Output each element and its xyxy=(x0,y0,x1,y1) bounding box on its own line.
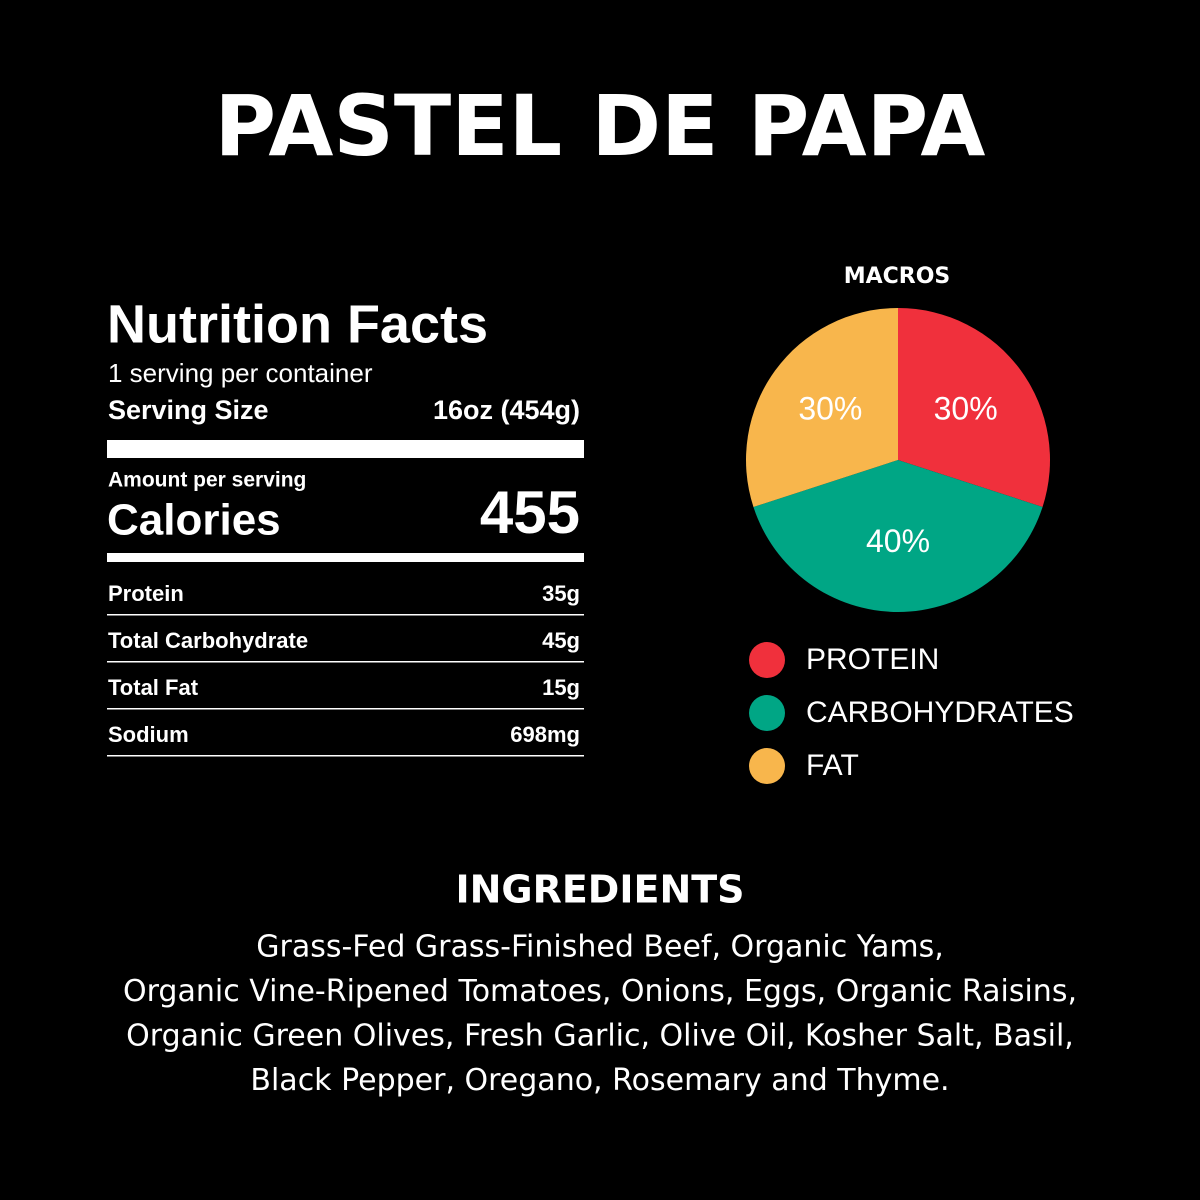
legend-swatch xyxy=(749,642,785,678)
ingredients-line: Organic Vine-Ripened Tomatoes, Onions, E… xyxy=(123,974,1077,1009)
pie-slice xyxy=(746,308,898,507)
row-divider xyxy=(107,755,584,757)
divider xyxy=(107,440,584,458)
legend-swatch xyxy=(749,748,785,784)
ingredients-title: INGREDIENTS xyxy=(455,868,744,912)
nutrient-amount: 15g xyxy=(542,675,580,700)
pie-slice xyxy=(753,460,1043,612)
ingredients-line: Black Pepper, Oregano, Rosemary and Thym… xyxy=(250,1063,949,1098)
legend-label: PROTEIN xyxy=(806,643,939,676)
servings: 1 serving per container xyxy=(108,358,373,388)
ingredients-line: Grass-Fed Grass-Finished Beef, Organic Y… xyxy=(256,930,944,965)
nutrient-amount: 698mg xyxy=(510,722,580,747)
legend-label: FAT xyxy=(806,749,859,782)
nutrient-name: Protein xyxy=(108,581,184,606)
nutrition-title: Nutrition Facts xyxy=(107,294,488,354)
title: PASTEL DE PAPA xyxy=(215,77,986,175)
nutrient-name: Total Fat xyxy=(108,675,199,700)
chart-title: MACROS xyxy=(844,264,951,289)
slice-label: 40% xyxy=(866,523,930,559)
slice-label: 30% xyxy=(798,390,862,426)
pie: 30% 40% 30% xyxy=(746,308,1050,612)
serving-size-label: Serving Size xyxy=(108,395,269,425)
legend: PROTEIN CARBOHYDRATES FAT xyxy=(749,642,1074,784)
nutrient-amount: 35g xyxy=(542,581,580,606)
row-divider xyxy=(107,708,584,710)
slice-label: 30% xyxy=(934,390,998,426)
ingredients-text: Grass-Fed Grass-Finished Beef, Organic Y… xyxy=(123,930,1077,1099)
serving-size-value: 16oz (454g) xyxy=(433,395,580,425)
nutrient-amount: 45g xyxy=(542,628,580,653)
legend-label: CARBOHYDRATES xyxy=(806,696,1074,729)
pie-slice xyxy=(898,308,1050,507)
divider xyxy=(107,553,584,562)
row-divider xyxy=(107,661,584,663)
nutrient-name: Sodium xyxy=(108,722,189,747)
calories-value: 455 xyxy=(480,479,580,546)
nutrient-rows: Protein 35g Total Carbohydrate 45g Total Fat… xyxy=(107,581,584,757)
row-divider xyxy=(107,614,584,616)
legend-swatch xyxy=(749,695,785,731)
calories-label: Calories xyxy=(107,496,281,545)
ingredients-line: Organic Green Olives, Fresh Garlic, Oliv… xyxy=(126,1019,1074,1054)
amount-label: Amount per serving xyxy=(108,469,306,492)
nutrient-name: Total Carbohydrate xyxy=(108,628,308,653)
